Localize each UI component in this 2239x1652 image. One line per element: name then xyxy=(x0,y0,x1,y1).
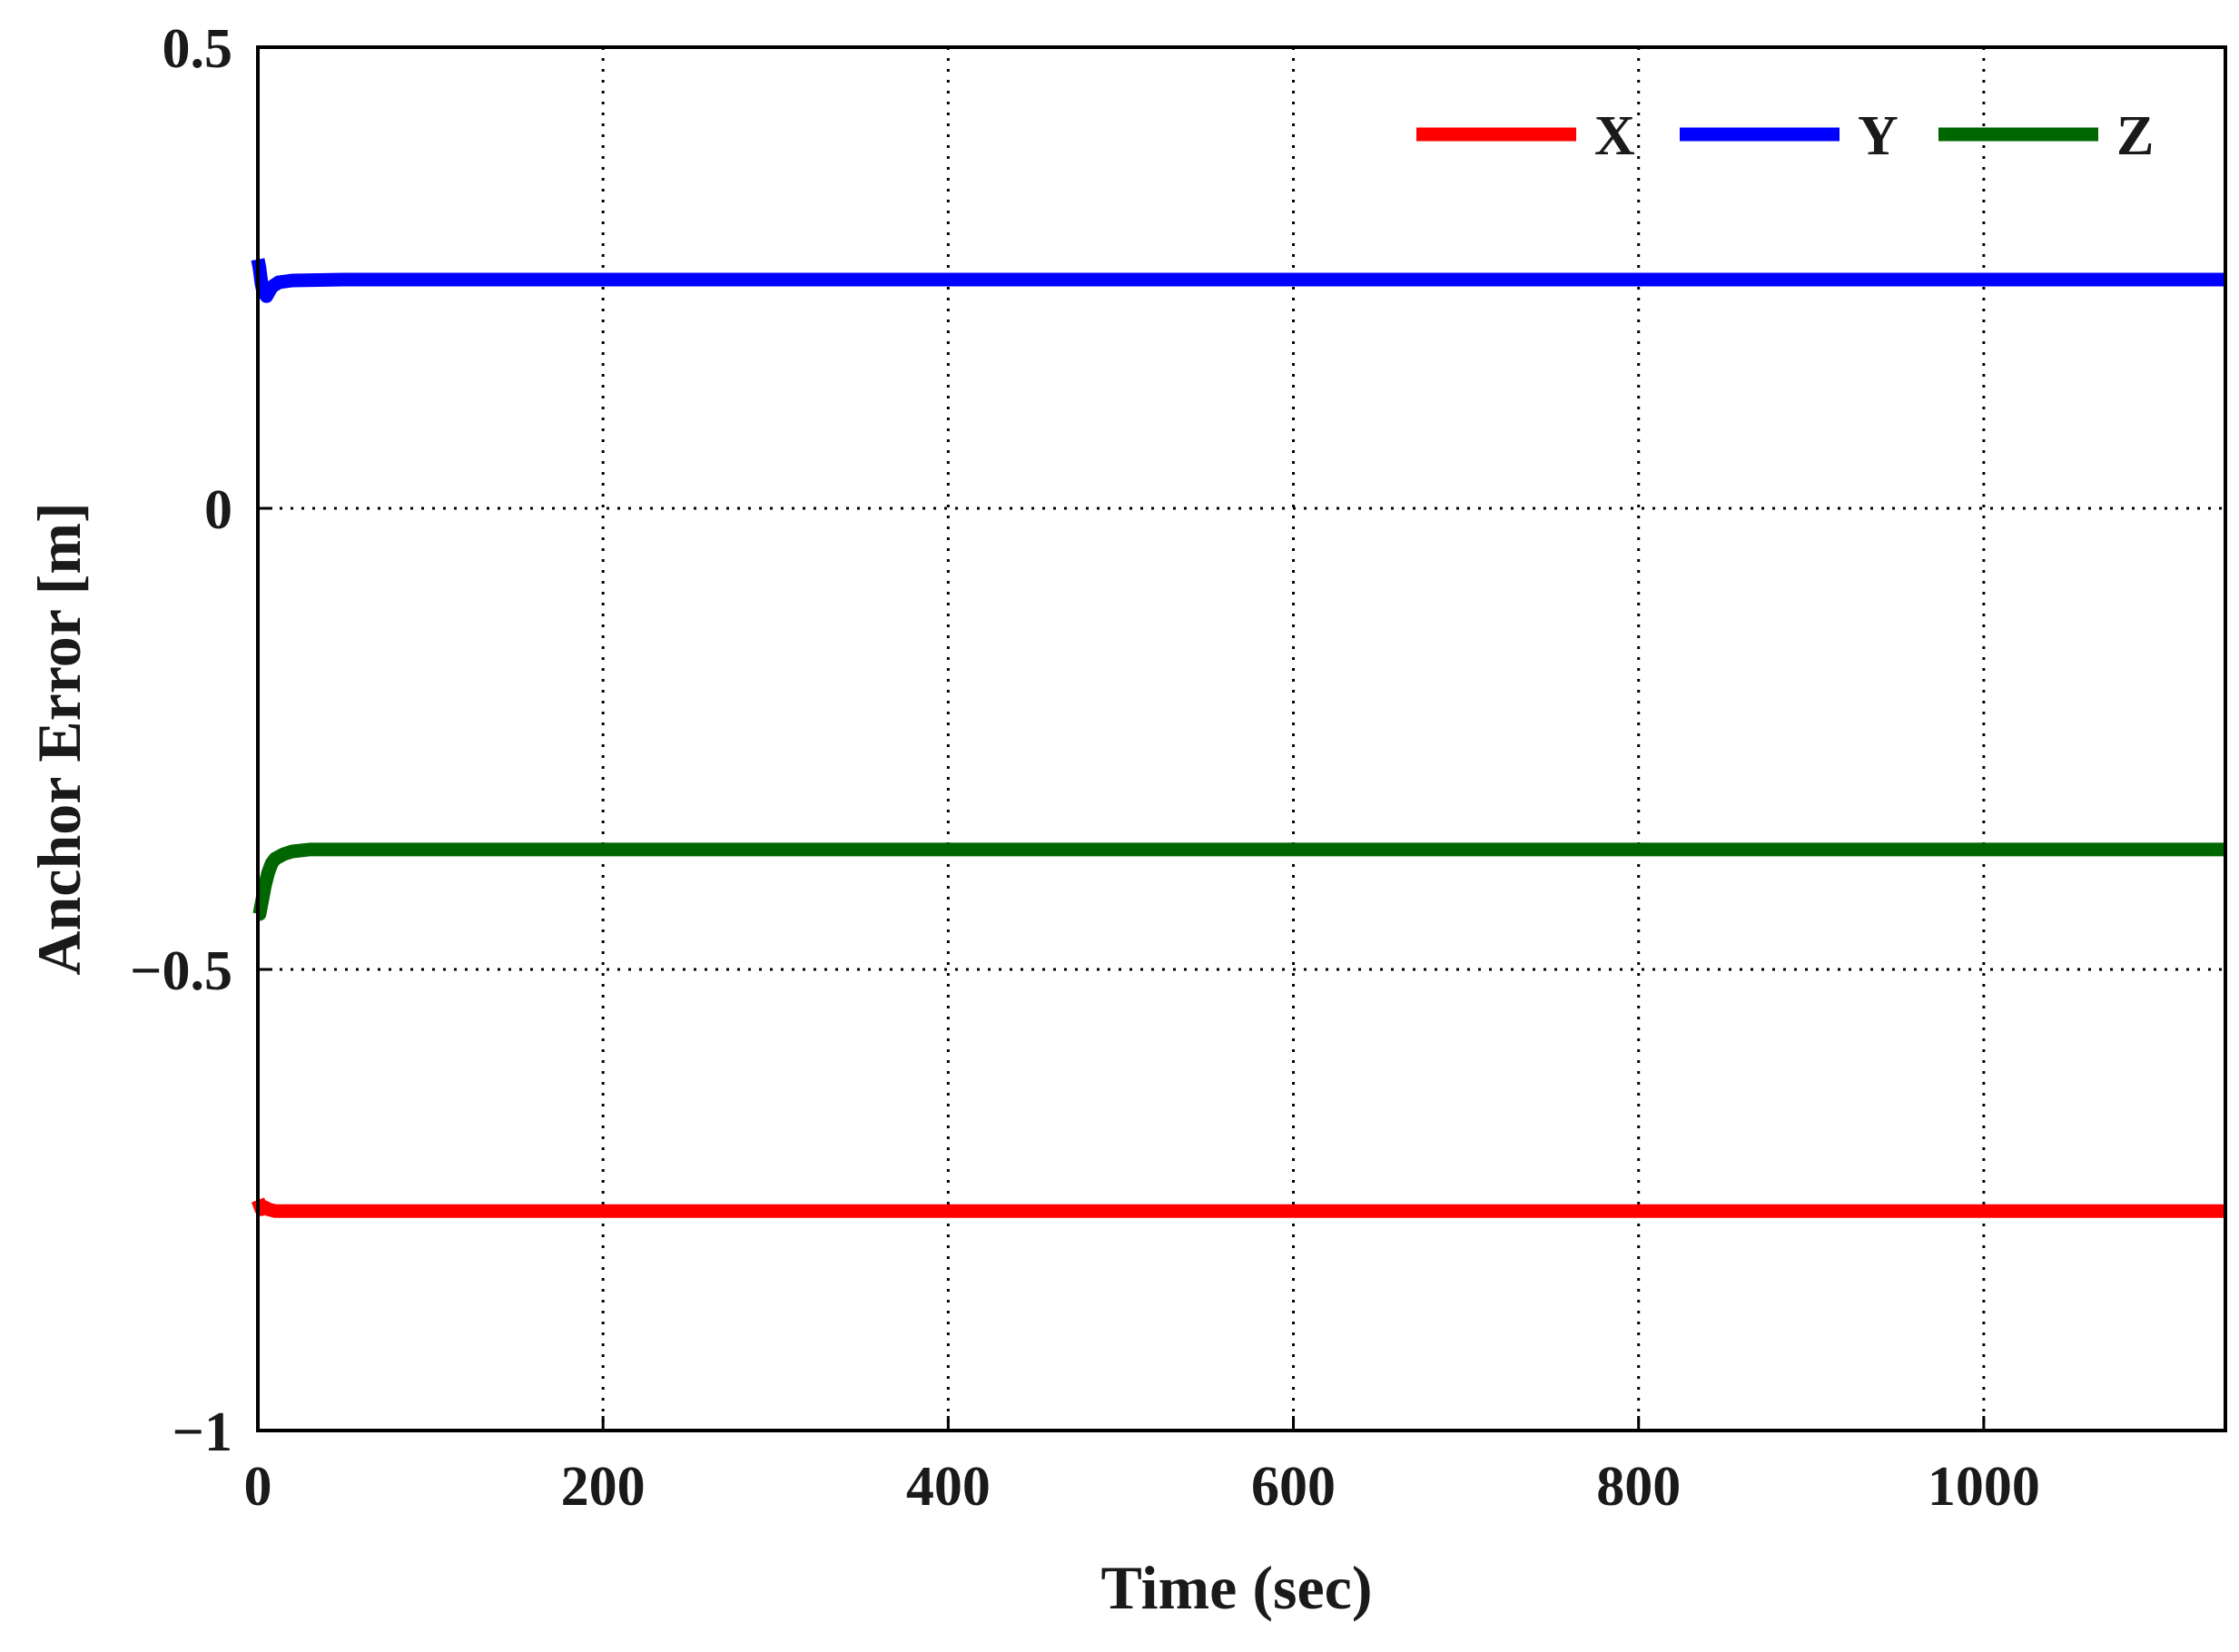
legend-label-z: Z xyxy=(2116,105,2154,167)
y-axis-ticks: −1 −0.5 0 0.5 xyxy=(130,18,272,1463)
x-tick-label: 1000 xyxy=(1928,1456,2040,1518)
x-axis-ticks: 0 200 400 600 800 1000 xyxy=(244,1416,2040,1518)
series-line-y xyxy=(251,258,2225,303)
plot-frame xyxy=(256,45,2227,1432)
x-tick-label: 200 xyxy=(561,1456,646,1518)
x-axis-title: Time (sec) xyxy=(1101,1553,1373,1622)
series-line-x xyxy=(251,1197,2225,1218)
x-tick-label: 600 xyxy=(1251,1456,1336,1518)
series-line-z xyxy=(252,842,2225,921)
y-tick-label: 0 xyxy=(204,479,232,541)
y-tick-label: −1 xyxy=(173,1401,232,1463)
legend: X Y Z xyxy=(1416,105,2154,167)
legend-label-x: X xyxy=(1594,105,1635,167)
y-tick-label: 0.5 xyxy=(163,18,233,80)
y-axis-title: Anchor Error [m] xyxy=(25,502,94,975)
x-tick-label: 0 xyxy=(244,1456,272,1518)
x-tick-label: 800 xyxy=(1596,1456,1681,1518)
x-tick-label: 400 xyxy=(906,1456,991,1518)
y-tick-label: −0.5 xyxy=(130,940,232,1002)
series-lines xyxy=(251,258,2225,1218)
legend-label-y: Y xyxy=(1858,105,1899,167)
